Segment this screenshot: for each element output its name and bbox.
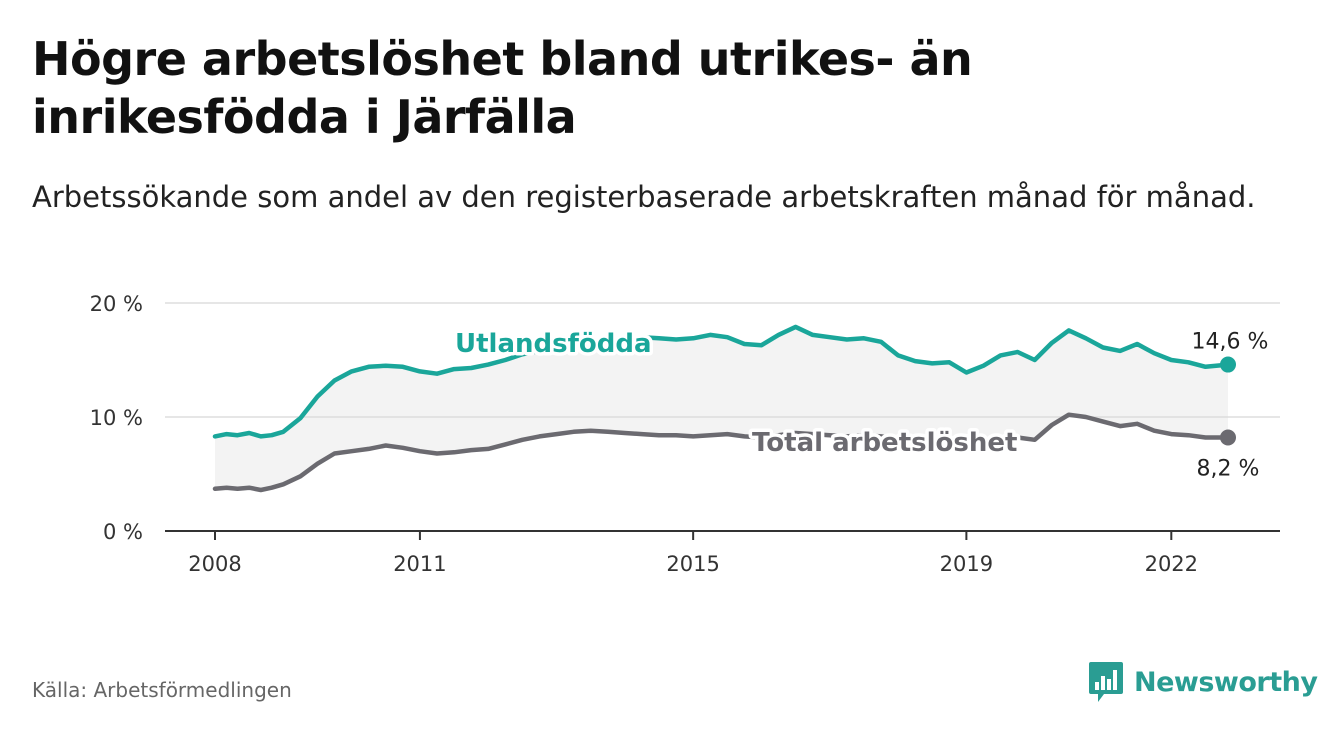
y-tick-label: 0 % [103, 520, 143, 544]
source-note: Källa: Arbetsförmedlingen [32, 678, 292, 702]
series-label-utlandsfodda: Utlandsfödda [455, 329, 652, 359]
y-axis: 0 % 10 % 20 % [90, 292, 143, 544]
newsworthy-logo-icon [1089, 662, 1123, 702]
x-tick-label: 2022 [1145, 552, 1198, 576]
chart-subtitle: Arbetssökande som andel av den registerb… [32, 180, 1256, 214]
x-tick-label: 2019 [940, 552, 993, 576]
gap-band [215, 326, 1228, 490]
line-chart: 0 % 10 % 20 % 2008 2011 2015 2019 2022 Utlands… [90, 292, 1280, 576]
chart-title: Högre arbetslöshet bland utrikes- än inr… [32, 32, 973, 144]
series-label-total: Total arbetslöshet [752, 428, 1017, 458]
y-tick-label: 20 % [90, 292, 143, 316]
x-tick-label: 2011 [393, 552, 446, 576]
end-point-total [1220, 429, 1236, 446]
end-point-utlandsfodda [1220, 356, 1236, 373]
series-line-utlandsfodda [212, 324, 1231, 439]
band-layer [215, 326, 1228, 490]
x-axis: 2008 2011 2015 2019 2022 [188, 531, 1198, 576]
brand-name: Newsworthy [1134, 666, 1318, 698]
x-tick-label: 2008 [188, 552, 241, 576]
x-tick-label: 2015 [666, 552, 719, 576]
end-label-utlandsfodda: 14,6 % [1192, 330, 1269, 355]
brand-logo: Newsworthy [1088, 660, 1318, 704]
y-tick-label: 10 % [90, 406, 143, 430]
series-layer [212, 324, 1236, 493]
series-line-total [212, 412, 1231, 493]
end-label-total: 8,2 % [1197, 457, 1260, 482]
label-layer: Utlandsfödda Total arbetslöshet 14,6 % 8,2 … [452, 326, 1269, 482]
